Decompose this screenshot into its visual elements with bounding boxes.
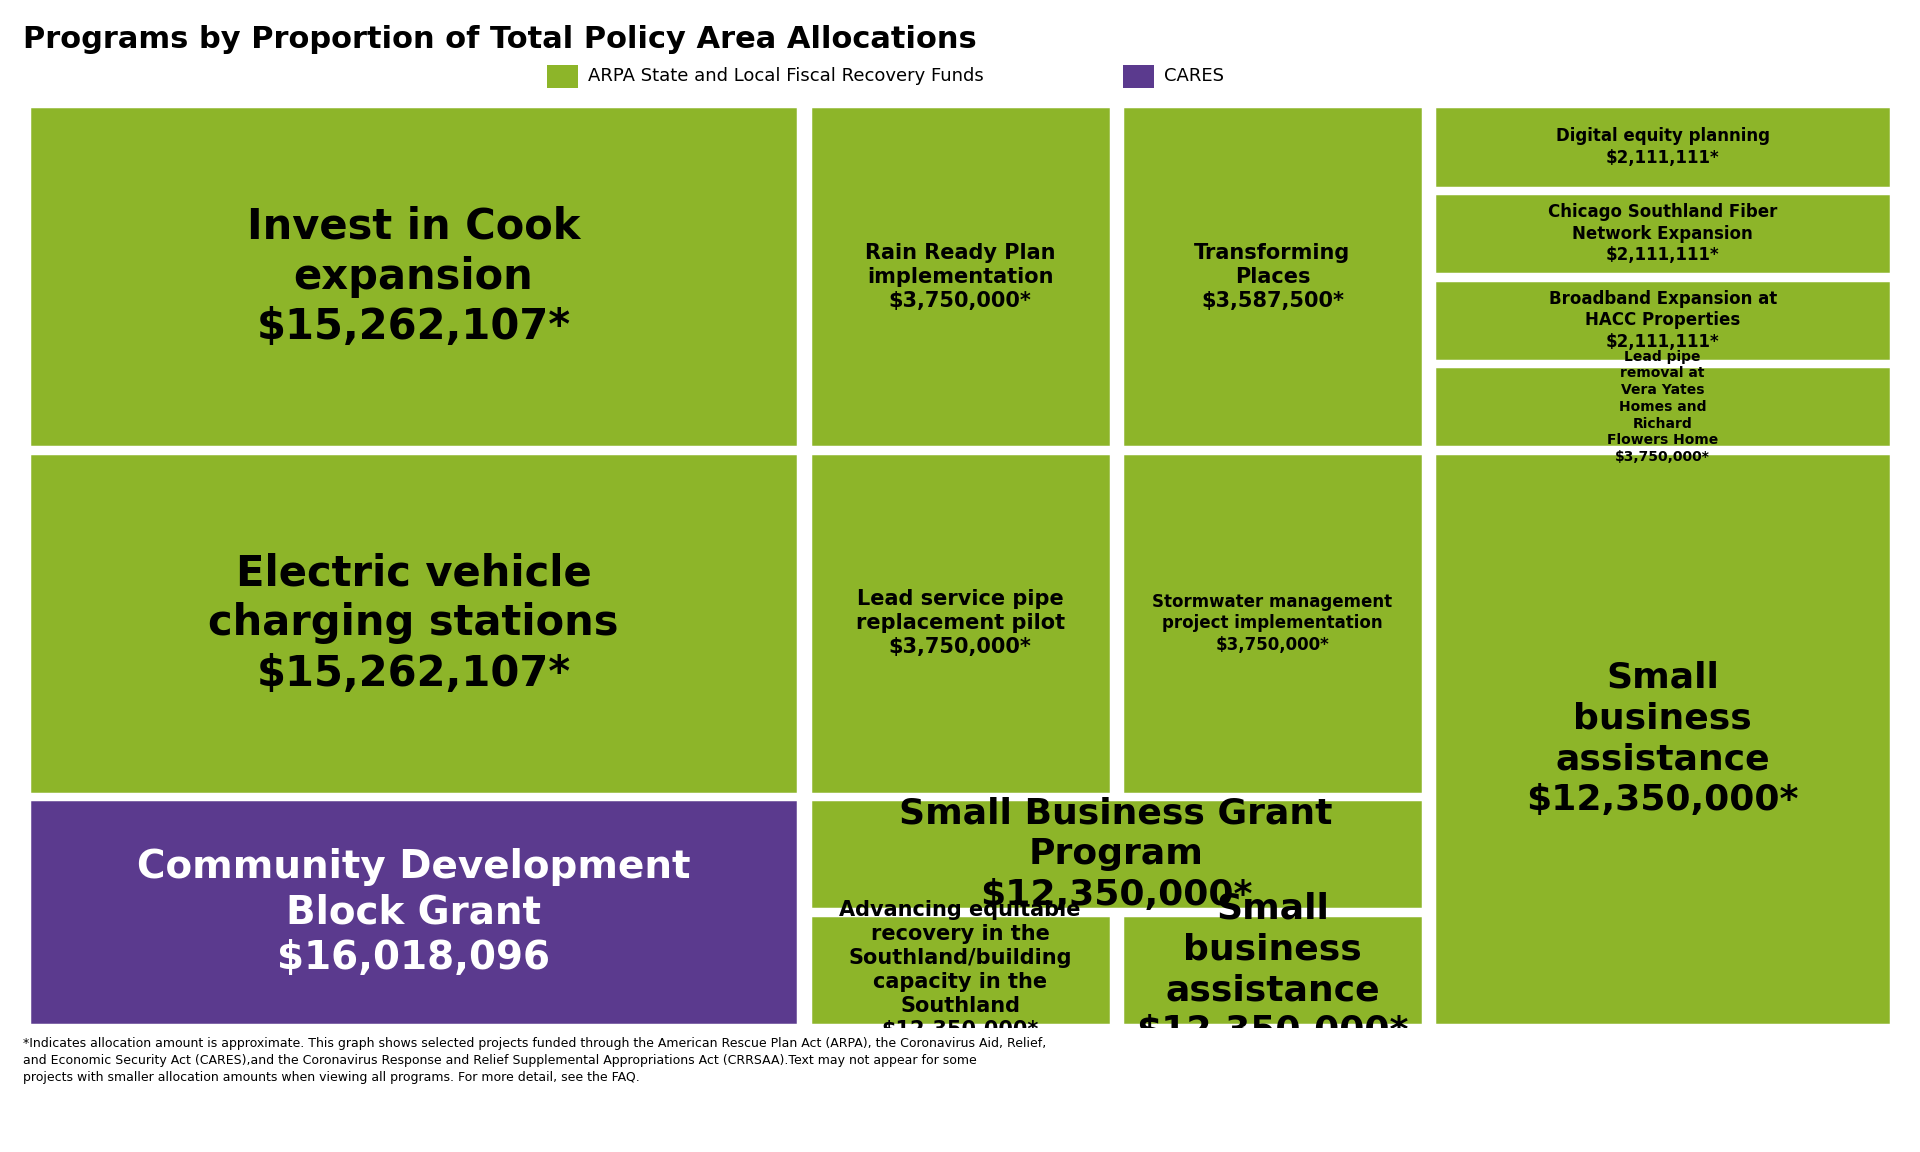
Text: CARES: CARES: [1164, 67, 1223, 85]
Text: Digital equity planning
$2,111,111*: Digital equity planning $2,111,111*: [1555, 127, 1770, 167]
FancyBboxPatch shape: [810, 915, 1110, 1025]
Text: Small Business Grant
Program
$12,350,000*: Small Business Grant Program $12,350,000…: [899, 796, 1332, 912]
FancyBboxPatch shape: [810, 453, 1110, 794]
FancyBboxPatch shape: [1121, 453, 1423, 794]
Text: Lead pipe
removal at
Vera Yates
Homes and
Richard
Flowers Home
$3,750,000*: Lead pipe removal at Vera Yates Homes an…: [1607, 349, 1718, 464]
Text: Invest in Cook
expansion
$15,262,107*: Invest in Cook expansion $15,262,107*: [248, 206, 580, 348]
Text: Small
business
assistance
$12,350,000*: Small business assistance $12,350,000*: [1526, 661, 1799, 817]
Text: Chicago Southland Fiber
Network Expansion
$2,111,111*: Chicago Southland Fiber Network Expansio…: [1548, 203, 1778, 264]
FancyBboxPatch shape: [29, 799, 799, 1025]
FancyBboxPatch shape: [810, 106, 1110, 447]
Text: *Indicates allocation amount is approximate. This graph shows selected projects : *Indicates allocation amount is approxim…: [23, 1037, 1046, 1084]
Text: ARPA State and Local Fiscal Recovery Funds: ARPA State and Local Fiscal Recovery Fun…: [588, 67, 983, 85]
Text: Programs by Proportion of Total Policy Area Allocations: Programs by Proportion of Total Policy A…: [23, 25, 977, 54]
Text: Electric vehicle
charging stations
$15,262,107*: Electric vehicle charging stations $15,2…: [207, 552, 618, 695]
FancyBboxPatch shape: [1434, 194, 1891, 274]
FancyBboxPatch shape: [1121, 915, 1423, 1025]
Text: Lead service pipe
replacement pilot
$3,750,000*: Lead service pipe replacement pilot $3,7…: [856, 590, 1066, 658]
Text: Transforming
Places
$3,587,500*: Transforming Places $3,587,500*: [1194, 243, 1350, 311]
FancyBboxPatch shape: [1434, 106, 1891, 188]
FancyBboxPatch shape: [1434, 366, 1891, 447]
FancyBboxPatch shape: [29, 453, 799, 794]
FancyBboxPatch shape: [1121, 106, 1423, 447]
Text: Advancing equitable
recovery in the
Southland/building
capacity in the
Southland: Advancing equitable recovery in the Sout…: [839, 900, 1081, 1040]
FancyBboxPatch shape: [29, 106, 799, 447]
Text: Rain Ready Plan
implementation
$3,750,000*: Rain Ready Plan implementation $3,750,00…: [864, 243, 1056, 311]
Text: Broadband Expansion at
HACC Properties
$2,111,111*: Broadband Expansion at HACC Properties $…: [1549, 289, 1776, 350]
FancyBboxPatch shape: [1434, 280, 1891, 361]
FancyBboxPatch shape: [1434, 453, 1891, 1025]
Text: Small
business
assistance
$12,350,000*: Small business assistance $12,350,000*: [1137, 892, 1409, 1048]
FancyBboxPatch shape: [810, 799, 1423, 909]
Text: Stormwater management
project implementation
$3,750,000*: Stormwater management project implementa…: [1152, 593, 1392, 654]
Text: Community Development
Block Grant
$16,018,096: Community Development Block Grant $16,01…: [136, 848, 689, 977]
